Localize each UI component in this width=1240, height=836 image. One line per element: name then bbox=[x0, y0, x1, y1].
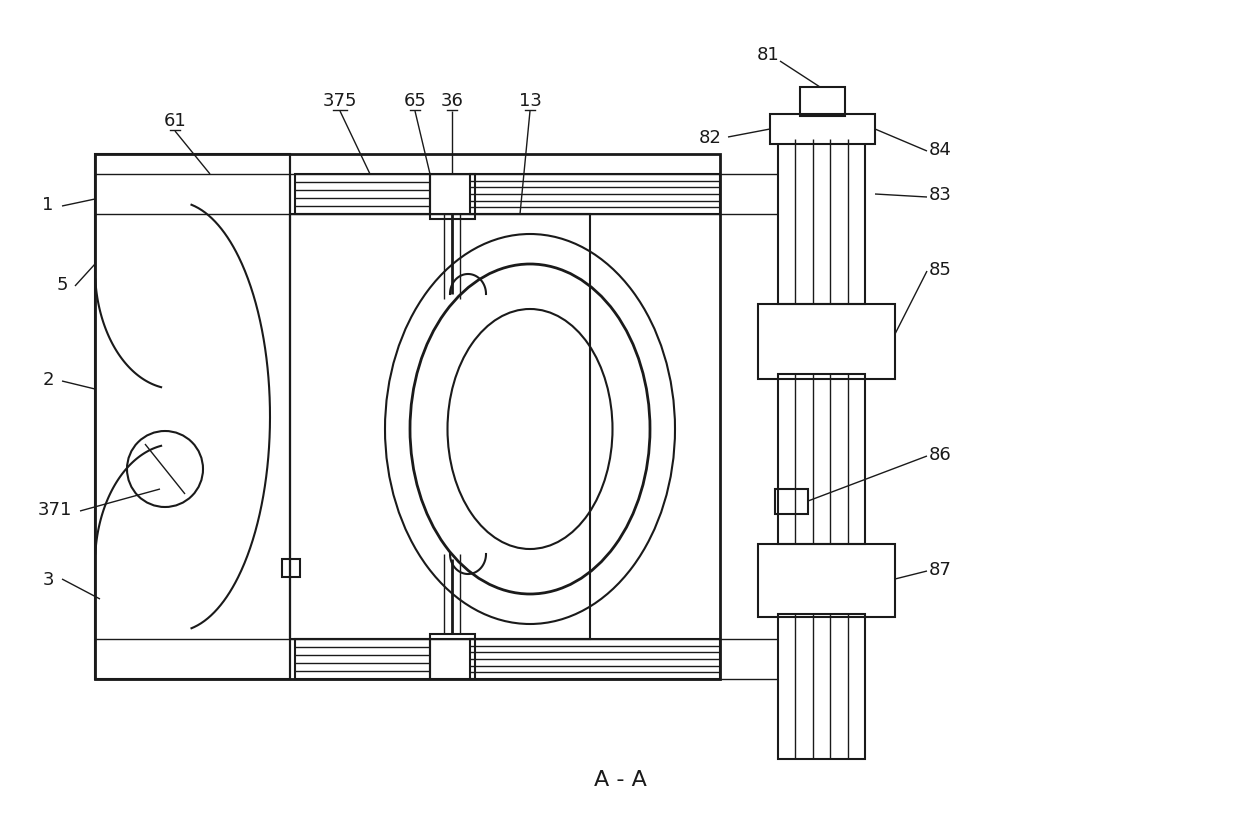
Text: 83: 83 bbox=[929, 186, 951, 204]
Text: 87: 87 bbox=[929, 560, 951, 579]
Bar bbox=[295, 175, 430, 215]
Bar bbox=[430, 175, 475, 220]
Bar bbox=[758, 544, 895, 617]
Bar bbox=[430, 635, 475, 679]
Text: 371: 371 bbox=[37, 501, 72, 518]
Bar bbox=[777, 140, 866, 304]
Text: 82: 82 bbox=[698, 129, 722, 147]
Text: 81: 81 bbox=[756, 46, 780, 64]
Text: 61: 61 bbox=[164, 112, 186, 130]
Bar bbox=[295, 640, 430, 679]
Text: 13: 13 bbox=[518, 92, 542, 110]
Text: 375: 375 bbox=[322, 92, 357, 110]
Text: 1: 1 bbox=[42, 196, 53, 214]
Bar bbox=[777, 375, 866, 544]
Bar bbox=[470, 640, 720, 679]
Text: 65: 65 bbox=[403, 92, 427, 110]
Text: A - A: A - A bbox=[594, 769, 646, 789]
Text: 84: 84 bbox=[929, 140, 951, 159]
Text: 36: 36 bbox=[440, 92, 464, 110]
Bar bbox=[470, 175, 720, 215]
Bar bbox=[777, 614, 866, 759]
Bar bbox=[281, 559, 300, 578]
Bar bbox=[95, 155, 720, 679]
Text: 3: 3 bbox=[42, 570, 53, 589]
Bar bbox=[95, 155, 290, 679]
Bar bbox=[770, 115, 875, 145]
Bar bbox=[758, 304, 895, 380]
Bar bbox=[800, 88, 844, 117]
Text: 2: 2 bbox=[42, 370, 53, 389]
Bar bbox=[775, 489, 808, 514]
Text: 5: 5 bbox=[56, 276, 68, 293]
Bar bbox=[290, 215, 590, 640]
Text: 85: 85 bbox=[929, 261, 951, 278]
Text: 86: 86 bbox=[929, 446, 951, 463]
